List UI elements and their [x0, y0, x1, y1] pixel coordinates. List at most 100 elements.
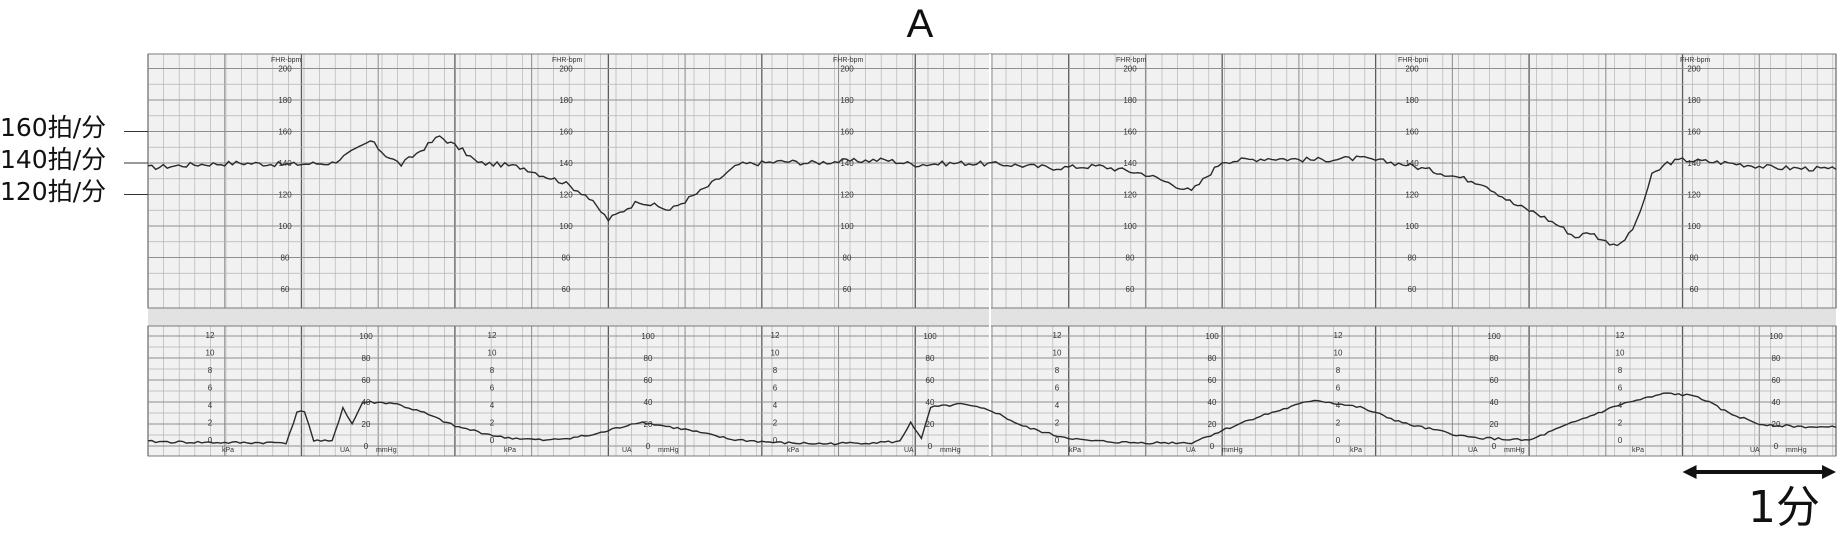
panel-label: A — [906, 2, 934, 46]
ua-kpa-tick-label: 4 — [773, 401, 778, 410]
ua-kpa-tick-label: 6 — [208, 384, 213, 393]
fhr-tick-label: 80 — [1690, 254, 1699, 263]
fhr-header-text: FHR-bpm — [1116, 57, 1147, 64]
ua-mmhg-tick-label: 80 — [926, 354, 935, 363]
ua-kpa-tick-label: 0 — [1618, 436, 1623, 445]
fhr-tick-label: 180 — [1405, 96, 1419, 105]
fhr-tick-label: 160 — [1123, 128, 1137, 137]
ua-mmhg-tick-label: 100 — [1769, 332, 1783, 341]
fhr-tick-label: 80 — [562, 254, 571, 263]
ua-kpa-tick-label: 10 — [1334, 349, 1343, 358]
ua-unit-label: kPa — [787, 447, 799, 454]
fhr-tick-label: 100 — [1123, 222, 1137, 231]
ua-kpa-tick-label: 10 — [1616, 349, 1625, 358]
fhr-tick-label: 60 — [1408, 285, 1417, 294]
ua-mmhg-tick-label: 0 — [928, 442, 933, 451]
fhr-tick-label: 200 — [840, 65, 854, 74]
ua-kpa-tick-label: 10 — [771, 349, 780, 358]
fhr-tick-label: 100 — [559, 222, 573, 231]
ua-kpa-tick-label: 6 — [1618, 384, 1623, 393]
scale-bar-arrow-right — [1822, 465, 1836, 479]
ua-mmhg-tick-label: 100 — [1487, 332, 1501, 341]
ua-kpa-tick-label: 4 — [490, 401, 495, 410]
fhr-tick-label: 160 — [1405, 128, 1419, 137]
fhr-header-text: FHR-bpm — [833, 57, 864, 64]
fhr-tick-label: 160 — [1687, 128, 1701, 137]
ua-mmhg-tick-label: 60 — [1208, 376, 1217, 385]
ua-kpa-tick-label: 2 — [1336, 419, 1341, 428]
ua-kpa-tick-label: 4 — [1055, 401, 1060, 410]
fhr-tick-label: 160 — [840, 128, 854, 137]
time-scale-label: 1分 — [1748, 482, 1820, 533]
fhr-tick-label: 80 — [843, 254, 852, 263]
fhr-tick-label: 140 — [559, 159, 573, 168]
fhr-header-text: FHR-bpm — [552, 57, 583, 64]
ua-unit-label: UA — [622, 447, 632, 454]
ua-unit-label: UA — [1750, 447, 1760, 454]
ua-mmhg-tick-label: 60 — [926, 376, 935, 385]
ua-kpa-tick-label: 6 — [1055, 384, 1060, 393]
ua-kpa-tick-label: 12 — [488, 331, 497, 340]
ua-mmhg-tick-label: 0 — [1210, 442, 1215, 451]
ua-unit-label: kPa — [504, 447, 516, 454]
ua-mmhg-tick-label: 60 — [362, 376, 371, 385]
ua-unit-label: UA — [1468, 447, 1478, 454]
ua-mmhg-tick-label: 20 — [362, 420, 371, 429]
fhr-tick-label: 180 — [278, 96, 292, 105]
ua-unit-label: mmHg — [1786, 447, 1807, 454]
ua-kpa-tick-label: 0 — [1055, 436, 1060, 445]
ua-mmhg-tick-label: 20 — [926, 420, 935, 429]
fhr-tick-label: 180 — [840, 96, 854, 105]
ua-mmhg-tick-label: 100 — [359, 332, 373, 341]
fhr-tick-label: 100 — [1687, 222, 1701, 231]
ua-mmhg-tick-label: 60 — [644, 376, 653, 385]
ua-kpa-tick-label: 12 — [1334, 331, 1343, 340]
grid-lines — [147, 54, 1837, 456]
ua-kpa-tick-label: 8 — [773, 366, 778, 375]
ua-kpa-tick-label: 12 — [771, 331, 780, 340]
fhr-tick-label: 180 — [1123, 96, 1137, 105]
fhr-tick-label: 180 — [559, 96, 573, 105]
ua-kpa-tick-label: 10 — [488, 349, 497, 358]
fhr-tick-label: 120 — [559, 191, 573, 200]
ua-unit-label: UA — [340, 447, 350, 454]
ua-mmhg-tick-label: 80 — [362, 354, 371, 363]
ua-kpa-tick-label: 2 — [1618, 419, 1623, 428]
ua-kpa-tick-label: 8 — [490, 366, 495, 375]
ua-kpa-tick-label: 6 — [490, 384, 495, 393]
ua-kpa-tick-label: 6 — [1336, 384, 1341, 393]
ua-mmhg-tick-label: 0 — [1492, 442, 1497, 451]
ua-kpa-tick-label: 8 — [1336, 366, 1341, 375]
fhr-tick-label: 100 — [1405, 222, 1419, 231]
fhr-tick-label: 180 — [1687, 96, 1701, 105]
fhr-tick-label: 160 — [559, 128, 573, 137]
ua-kpa-tick-label: 0 — [1336, 436, 1341, 445]
ua-mmhg-tick-label: 20 — [1772, 420, 1781, 429]
ua-border — [147, 325, 1837, 457]
fhr-160-label: 160拍/分 — [0, 113, 107, 142]
fhr-tick-label: 200 — [1687, 65, 1701, 74]
ua-kpa-tick-label: 2 — [208, 419, 213, 428]
fhr-tick-label: 80 — [1126, 254, 1135, 263]
ua-mmhg-tick-label: 80 — [1490, 354, 1499, 363]
fhr-header-text: FHR-bpm — [1680, 57, 1711, 64]
fhr-tick-label: 60 — [843, 285, 852, 294]
ua-mmhg-tick-label: 60 — [1772, 376, 1781, 385]
ua-mmhg-tick-label: 40 — [1208, 398, 1217, 407]
fhr-tick-label: 160 — [278, 128, 292, 137]
strip-margin — [148, 308, 1836, 326]
ua-unit-label: mmHg — [658, 447, 679, 454]
fhr-tick-label: 200 — [278, 65, 292, 74]
ua-kpa-tick-label: 12 — [1053, 331, 1062, 340]
fhr-tick-label: 120 — [1405, 191, 1419, 200]
ua-mmhg-tick-label: 100 — [641, 332, 655, 341]
ua-mmhg-tick-label: 20 — [644, 420, 653, 429]
ua-mmhg-tick-label: 80 — [644, 354, 653, 363]
ua-mmhg-tick-label: 80 — [1208, 354, 1217, 363]
fhr-tick-label: 140 — [1405, 159, 1419, 168]
ua-kpa-tick-label: 0 — [773, 436, 778, 445]
fhr-tick-label: 100 — [840, 222, 854, 231]
ua-mmhg-tick-label: 100 — [923, 332, 937, 341]
ua-kpa-tick-label: 8 — [208, 366, 213, 375]
ua-kpa-tick-label: 2 — [490, 419, 495, 428]
